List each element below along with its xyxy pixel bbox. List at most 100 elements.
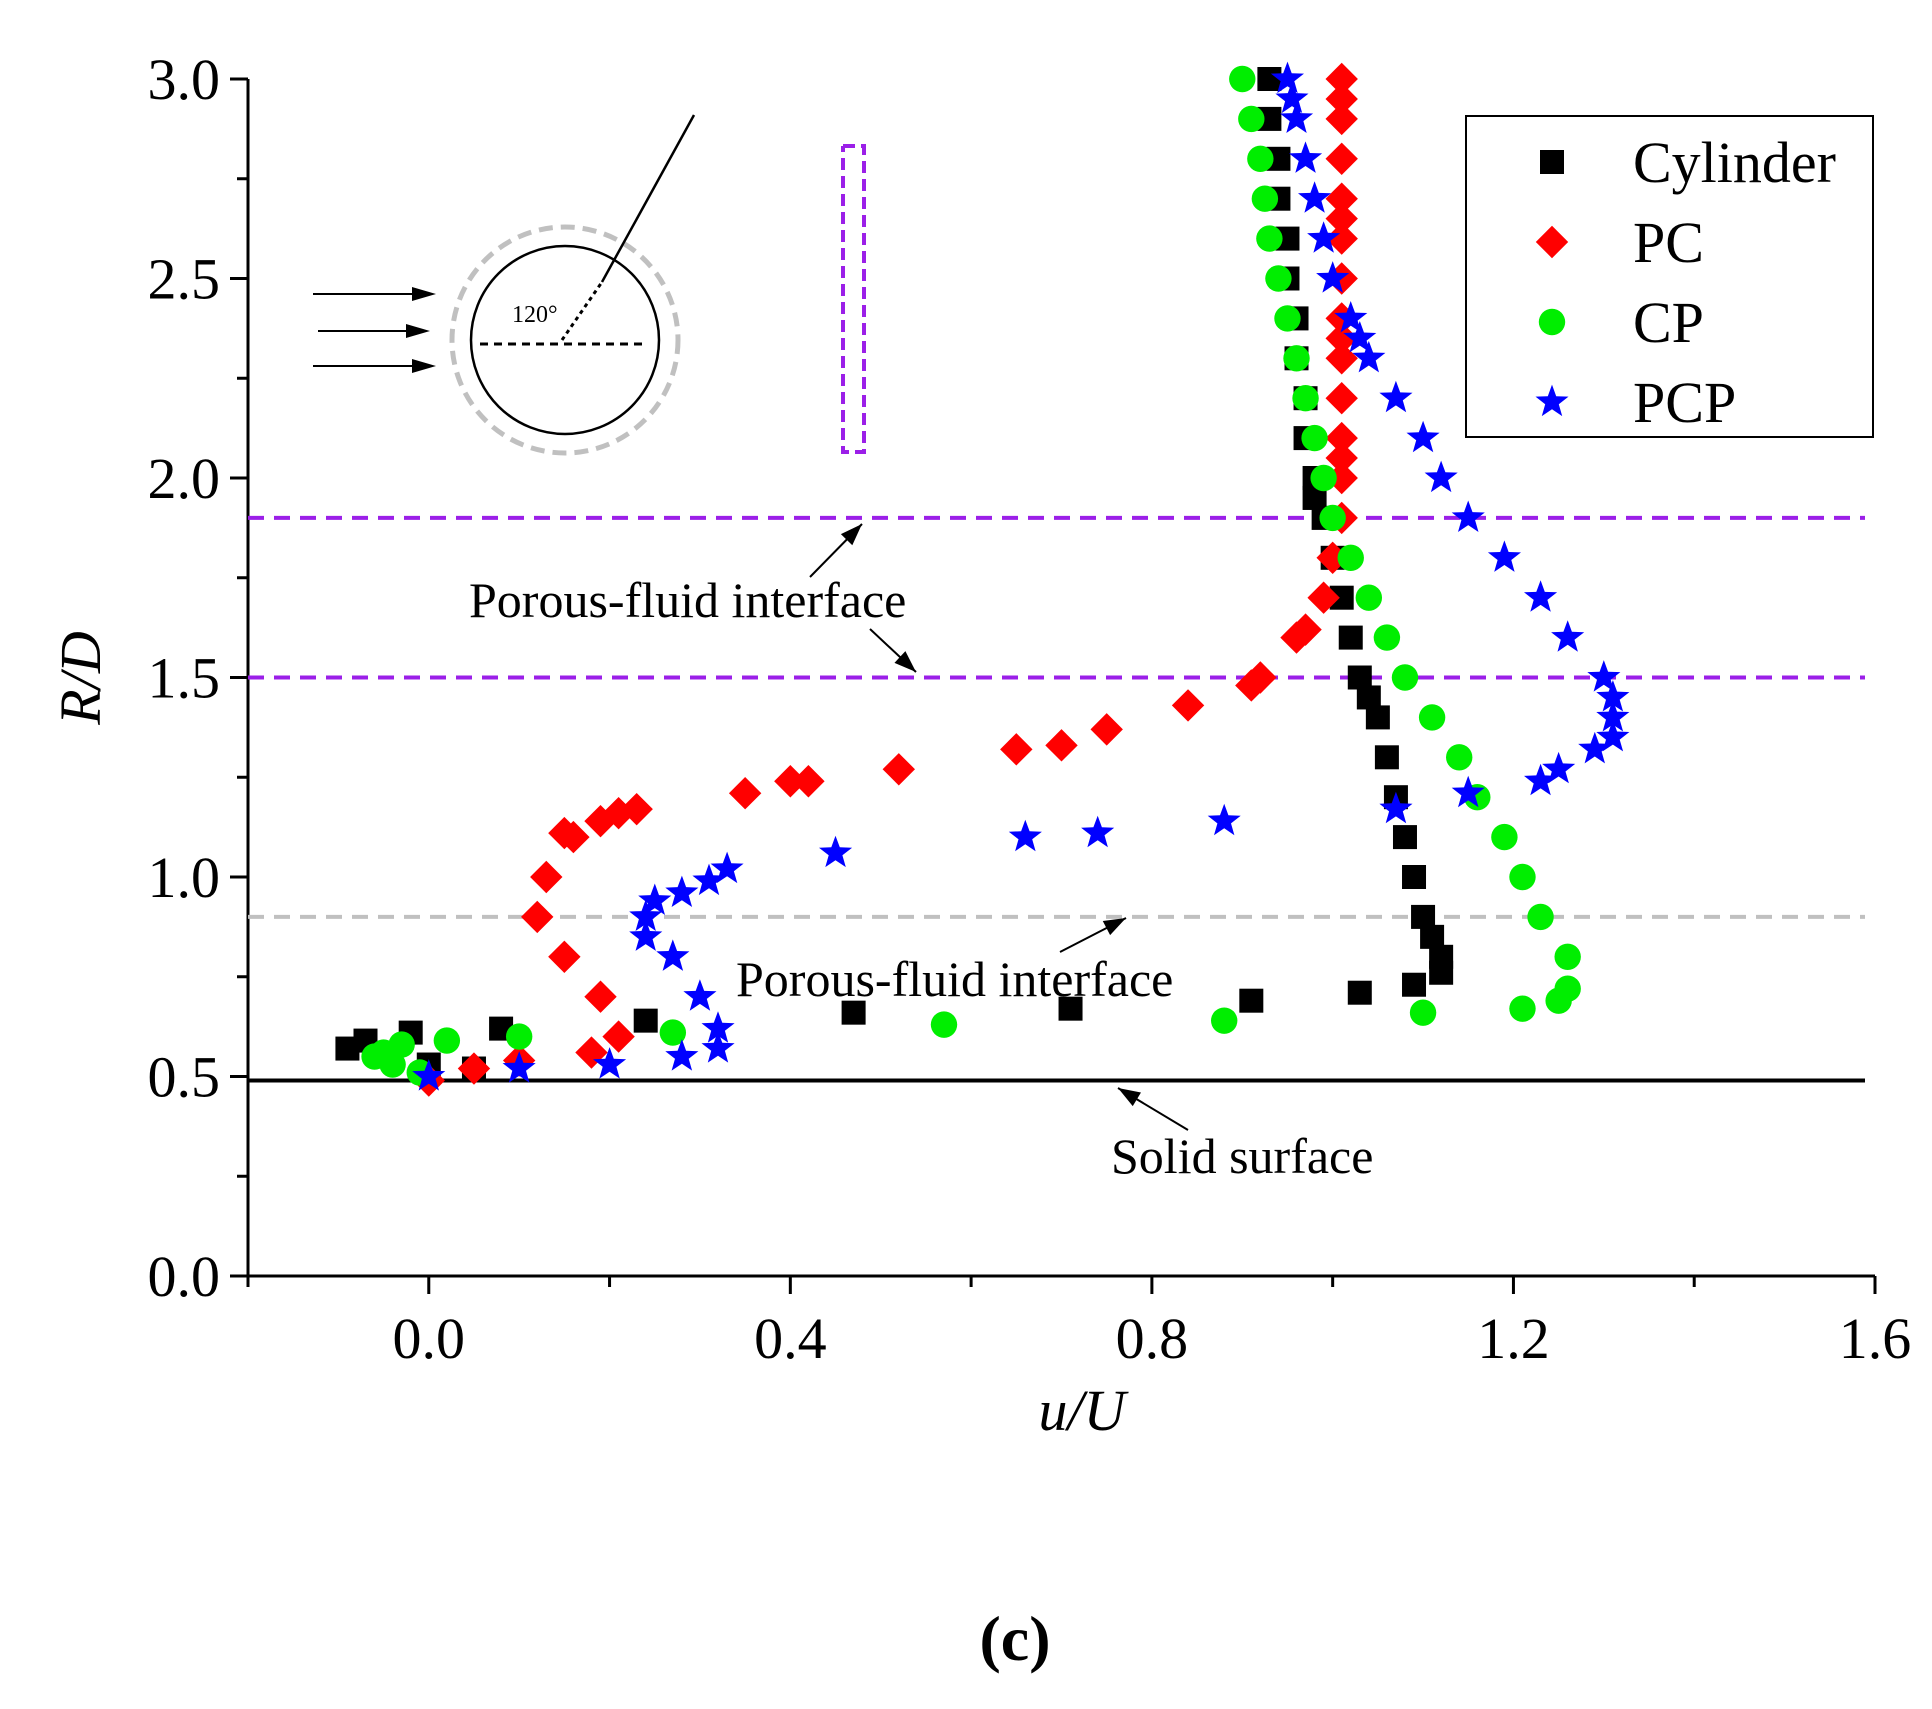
data-point-pc xyxy=(584,804,617,838)
data-point-pc xyxy=(1325,62,1358,96)
data-point-pc xyxy=(457,1052,491,1085)
data-point-pc xyxy=(1316,541,1349,574)
annotation-arrow-middle-head xyxy=(894,651,916,672)
data-point-pc xyxy=(1289,613,1322,646)
x-tick-label: 0.4 xyxy=(754,1306,827,1371)
data-point-pcp xyxy=(1379,791,1413,824)
data-point-cp xyxy=(1319,504,1346,532)
probe-line-marker xyxy=(841,144,866,454)
data-point-pcp xyxy=(502,1051,536,1083)
legend-label-pc: PC xyxy=(1633,210,1704,275)
data-point-cp xyxy=(1211,1007,1238,1034)
data-point-pc xyxy=(1090,713,1123,746)
data-point-pcp xyxy=(1352,340,1386,373)
y-tick-label: 3.0 xyxy=(148,47,221,112)
data-point-cylinder xyxy=(1374,745,1399,770)
data-point-pc xyxy=(1045,729,1078,762)
data-point-pcp xyxy=(1487,540,1521,572)
angle-label: 120° xyxy=(512,302,558,328)
data-point-cp xyxy=(1409,999,1437,1026)
data-point-cp xyxy=(1446,744,1473,771)
data-point-pcp xyxy=(1406,420,1440,453)
legend: Cylinder PC CP PCP xyxy=(1465,115,1874,438)
porous-layer-outline xyxy=(449,224,681,456)
data-point-cylinder xyxy=(1338,625,1363,650)
data-point-cp xyxy=(1355,584,1383,611)
data-point-pcp xyxy=(656,939,690,971)
data-point-pcp xyxy=(1451,775,1485,808)
data-point-pcp xyxy=(1379,380,1413,413)
data-point-cp xyxy=(1247,145,1274,172)
data-point-pc xyxy=(1325,421,1358,455)
data-point-cylinder xyxy=(1058,996,1083,1021)
data-point-pcp xyxy=(1451,500,1485,532)
data-point-pcp xyxy=(683,979,717,1011)
data-point-cp xyxy=(1373,624,1401,651)
legend-box xyxy=(1465,115,1874,438)
data-point-pc xyxy=(1235,669,1268,702)
data-point-cp xyxy=(1301,424,1328,452)
y-tick-label: 2.0 xyxy=(148,446,221,511)
data-point-cylinder xyxy=(1402,865,1427,889)
y-tick-label: 1.5 xyxy=(148,646,221,711)
data-point-pc xyxy=(602,1020,635,1053)
data-point-pc xyxy=(1325,382,1358,415)
data-point-pc xyxy=(1325,102,1358,136)
legend-label-cylinder: Cylinder xyxy=(1633,130,1836,195)
data-point-cylinder xyxy=(1402,972,1427,997)
x-tick-label: 1.6 xyxy=(1839,1306,1912,1371)
data-point-pcp xyxy=(1524,763,1558,796)
data-point-pc xyxy=(1280,621,1313,654)
data-point-pcp xyxy=(1551,620,1585,652)
data-point-pc xyxy=(602,796,635,830)
data-point-pcp xyxy=(1424,460,1458,493)
data-point-pcp xyxy=(1280,101,1314,133)
flow-arrowhead xyxy=(412,359,436,373)
data-point-pcp xyxy=(1316,261,1350,293)
data-point-pcp xyxy=(1334,301,1368,333)
data-point-cylinder xyxy=(1257,67,1282,91)
data-point-pcp xyxy=(1578,731,1612,764)
y-tick-label: 1.0 xyxy=(148,845,221,910)
series-cp xyxy=(361,65,1581,1086)
data-point-cylinder xyxy=(1257,106,1282,131)
data-point-cp xyxy=(1292,385,1319,412)
annotation-arrow-upper-head xyxy=(840,524,862,546)
data-point-cylinder xyxy=(1347,980,1372,1005)
data-point-cylinder xyxy=(1239,988,1264,1013)
data-point-pcp xyxy=(1343,321,1377,353)
data-point-pcp xyxy=(1596,700,1630,732)
data-point-pc xyxy=(1325,82,1358,116)
data-point-pcp xyxy=(1542,751,1576,784)
data-point-pc xyxy=(1325,222,1358,255)
data-point-pc xyxy=(530,860,563,894)
data-point-cp xyxy=(379,1051,406,1078)
data-point-cylinder xyxy=(335,1036,360,1061)
data-point-pcp xyxy=(629,919,663,951)
data-point-pcp xyxy=(1275,81,1309,113)
data-point-pcp xyxy=(701,1011,735,1043)
data-point-pc xyxy=(792,765,825,798)
data-point-pcp xyxy=(1596,680,1630,712)
data-point-pcp xyxy=(629,899,663,931)
annotation-solid-surface: Solid surface xyxy=(1111,1128,1373,1184)
figure-caption: (c) xyxy=(979,1603,1050,1674)
x-axis-label: u/U xyxy=(1039,1378,1130,1443)
data-point-cylinder xyxy=(1429,960,1454,985)
data-point-pc xyxy=(1325,322,1358,355)
angle-ray xyxy=(600,114,696,283)
data-point-pc xyxy=(1325,441,1358,475)
data-point-pc xyxy=(1307,581,1340,614)
angle-ray-dotted xyxy=(560,281,604,341)
y-axis-label: R/D xyxy=(48,631,113,726)
x-tick-label: 1.2 xyxy=(1477,1306,1550,1371)
legend-label-cp: CP xyxy=(1633,290,1704,355)
inset-cylinder-diagram: 120° xyxy=(313,114,866,456)
data-point-pc xyxy=(1000,733,1033,766)
data-point-pcp xyxy=(1596,720,1630,752)
data-point-pcp xyxy=(1008,819,1042,852)
data-point-cp xyxy=(1554,943,1581,970)
legend-marker-cylinder xyxy=(1540,150,1564,174)
data-point-cp xyxy=(1251,185,1279,212)
